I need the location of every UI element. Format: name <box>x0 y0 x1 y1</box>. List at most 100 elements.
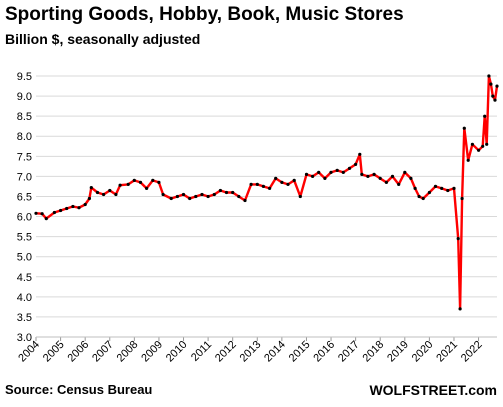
data-point <box>181 192 186 197</box>
data-point <box>341 170 345 174</box>
data-point <box>224 190 229 195</box>
data-point <box>311 174 315 178</box>
data-point <box>292 178 296 182</box>
data-point <box>403 170 407 174</box>
data-point <box>206 194 210 199</box>
data-point <box>145 186 149 190</box>
y-tick-label: 4.0 <box>17 292 32 304</box>
x-tick-label: 2006 <box>65 339 91 365</box>
data-point <box>114 192 118 197</box>
y-tick-label: 8.0 <box>17 131 32 143</box>
series-markers <box>34 74 499 311</box>
data-point <box>483 114 487 118</box>
data-point <box>268 186 272 190</box>
y-tick-label: 8.5 <box>17 111 32 123</box>
chart-subtitle: Billion $, seasonally adjusted <box>5 31 201 47</box>
data-point <box>169 196 173 201</box>
x-tick-label: 2009 <box>139 339 165 365</box>
data-point <box>413 186 417 190</box>
data-point <box>126 182 130 186</box>
x-tick-label: 2005 <box>41 339 67 365</box>
y-axis-ticks: 3.0 3.5 4.0 4.5 5.0 5.5 6.0 6.5 7.0 7.5 8.0 8.5 9.0 9… <box>17 71 32 344</box>
data-point <box>358 152 362 156</box>
data-point <box>446 188 450 193</box>
data-point <box>194 194 198 199</box>
data-point <box>212 192 216 197</box>
x-tick-label: 2015 <box>287 339 313 365</box>
data-point <box>231 190 235 195</box>
x-tick-label: 2010 <box>164 339 190 365</box>
data-point <box>218 188 222 193</box>
data-point <box>151 178 155 182</box>
x-tick-label: 2022 <box>459 339 485 365</box>
x-tick-label: 2021 <box>434 339 460 365</box>
data-point <box>89 186 93 190</box>
data-point <box>298 194 302 199</box>
data-point <box>237 194 241 199</box>
y-tick-label: 6.0 <box>17 212 32 224</box>
data-point <box>52 210 57 215</box>
data-point <box>83 202 87 207</box>
data-point <box>108 188 112 193</box>
x-tick-label: 2016 <box>311 339 337 365</box>
data-point <box>460 196 464 201</box>
data-point <box>323 176 327 180</box>
data-point <box>132 178 136 182</box>
y-tick-label: 5.5 <box>17 232 32 244</box>
data-point <box>243 198 247 203</box>
data-point <box>495 84 499 88</box>
data-point <box>40 212 44 216</box>
x-tick-label: 2014 <box>262 339 288 365</box>
data-point <box>280 180 284 184</box>
data-point <box>329 170 333 174</box>
data-point <box>458 307 462 311</box>
chart-title: Sporting Goods, Hobby, Book, Music Store… <box>5 4 404 25</box>
data-point <box>249 182 253 186</box>
data-point <box>487 74 491 78</box>
data-point <box>360 172 364 176</box>
data-point <box>390 174 395 178</box>
data-point <box>489 82 493 86</box>
data-point <box>261 184 265 188</box>
data-point <box>317 170 321 174</box>
data-point <box>366 174 370 178</box>
y-tick-label: 6.5 <box>17 191 32 203</box>
data-point <box>378 176 382 180</box>
data-point <box>456 237 460 241</box>
data-point <box>335 168 339 172</box>
data-point <box>102 192 106 197</box>
data-point <box>466 158 470 162</box>
x-tick-label: 2011 <box>189 339 214 364</box>
data-point <box>409 176 413 180</box>
data-point <box>397 182 401 186</box>
data-point <box>286 182 290 186</box>
x-tick-label: 2007 <box>90 339 116 365</box>
data-point <box>481 144 485 148</box>
data-point <box>462 126 466 130</box>
data-point <box>433 184 438 188</box>
gridlines <box>36 75 497 338</box>
data-point <box>138 180 143 184</box>
data-point <box>87 196 91 201</box>
data-point <box>477 148 481 152</box>
x-tick-label: 2012 <box>213 339 239 365</box>
data-point <box>95 190 100 195</box>
data-point <box>427 190 431 195</box>
data-point <box>188 196 192 201</box>
data-point <box>304 172 309 176</box>
data-point <box>65 206 69 211</box>
x-tick-label: 2020 <box>410 339 436 365</box>
data-point <box>157 180 161 184</box>
data-point <box>491 94 495 98</box>
data-point <box>372 172 376 176</box>
data-point <box>77 206 81 210</box>
y-tick-label: 9.5 <box>17 71 32 83</box>
x-tick-label: 2013 <box>238 339 264 365</box>
y-tick-label: 5.0 <box>17 252 32 264</box>
data-point <box>71 204 75 209</box>
source-label: Source: Census Bureau <box>5 382 153 397</box>
data-point <box>485 142 489 146</box>
data-point <box>470 142 474 146</box>
